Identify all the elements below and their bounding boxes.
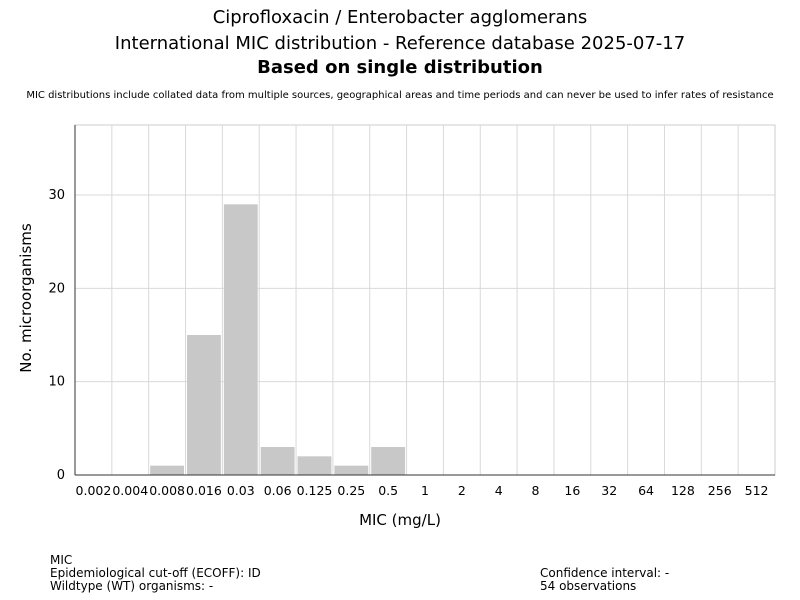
footer-ecoff: Epidemiological cut-off (ECOFF): ID (50, 566, 261, 580)
bar (371, 447, 406, 475)
y-tick-label: 30 (48, 188, 65, 203)
bar (187, 335, 221, 475)
bar (334, 465, 369, 475)
bar (297, 456, 332, 475)
bar (260, 447, 295, 475)
x-tick-label: 0.03 (227, 483, 255, 498)
x-tick-label: 64 (638, 483, 654, 498)
x-tick-label: 128 (671, 483, 695, 498)
x-tick-label: 0.06 (264, 483, 292, 498)
x-tick-label: 2 (458, 483, 466, 498)
grid (74, 124, 776, 476)
footer-confidence: Confidence interval: - (540, 566, 670, 580)
x-axis-label: MIC (mg/L) (359, 511, 441, 529)
y-tick-label: 10 (48, 375, 65, 390)
chart-subtitle-bold: Based on single distribution (257, 57, 543, 78)
x-tick-label: 0.25 (337, 483, 365, 498)
x-tick-label: 0.5 (378, 483, 398, 498)
mic-histogram: 0 10 20 30 0.002 0.004 0.008 0.016 0.03 0.06 0.125… (17, 124, 776, 529)
x-tick-label: 1 (421, 483, 429, 498)
x-tick-label: 32 (601, 483, 617, 498)
bar (223, 204, 258, 476)
axes (74, 125, 775, 476)
x-tick-label: 4 (495, 483, 503, 498)
y-tick-label: 0 (57, 468, 65, 483)
x-tick-label: 0.004 (112, 483, 148, 498)
x-tick-label: 0.016 (186, 483, 222, 498)
footer-observations: 54 observations (540, 579, 637, 593)
chart-title: Ciprofloxacin / Enterobacter agglomerans (212, 7, 588, 28)
chart-subtitle: International MIC distribution - Referen… (114, 33, 686, 54)
x-tick-label: 512 (745, 483, 769, 498)
y-axis-label: No. microorganisms (17, 223, 35, 373)
x-tick-label: 0.002 (76, 483, 112, 498)
x-tick-label: 0.008 (149, 483, 185, 498)
bar (150, 465, 185, 475)
tick-labels: 0 10 20 30 0.002 0.004 0.008 0.016 0.03 0.06 0.125… (48, 188, 768, 498)
x-tick-label: 0.125 (297, 483, 333, 498)
footer-wildtype: Wildtype (WT) organisms: - (50, 579, 214, 593)
y-tick-label: 20 (48, 281, 65, 296)
plot-frame (74, 124, 776, 476)
x-tick-label: 256 (708, 483, 732, 498)
bars (150, 204, 406, 476)
x-tick-label: 8 (532, 483, 540, 498)
disclaimer-note: MIC distributions include collated data … (26, 90, 774, 101)
x-tick-label: 16 (564, 483, 580, 498)
footer-mic: MIC (50, 553, 73, 567)
